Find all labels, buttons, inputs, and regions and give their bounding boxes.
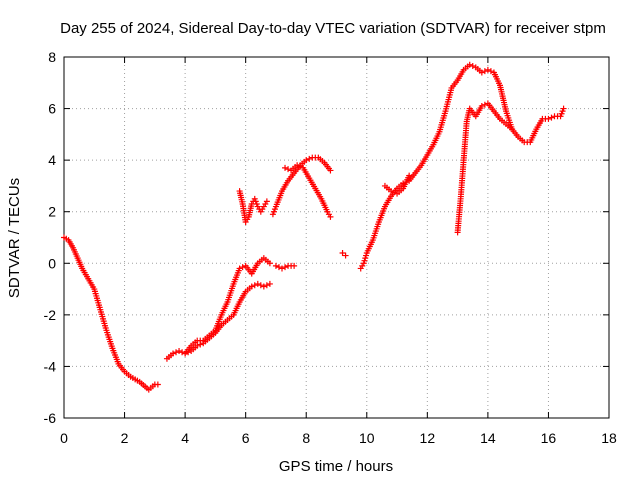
series-segment-3 <box>182 255 273 357</box>
y-tick-label: 2 <box>48 204 56 220</box>
data-point-plus <box>388 188 394 195</box>
data-point-plus <box>481 68 488 75</box>
x-tick-label: 4 <box>181 430 189 446</box>
data-point-plus <box>342 252 349 259</box>
data-point-plus <box>481 101 488 108</box>
plot-area-border <box>63 56 610 419</box>
data-point-plus <box>478 102 485 109</box>
data-point-plus <box>391 189 398 196</box>
y-tick-label: 8 <box>48 49 56 65</box>
x-tick-label: 6 <box>242 430 250 446</box>
data-point-plus <box>285 166 292 173</box>
data-point-plus <box>294 162 301 169</box>
data-point-plus <box>260 283 267 290</box>
data-point-plus <box>466 61 473 68</box>
data-point-plus <box>194 342 201 349</box>
series-segment-7 <box>282 162 334 220</box>
y-tick-label: -6 <box>44 410 57 426</box>
series-segment-5 <box>236 188 270 226</box>
y-axis-label: SDTVAR / TECUs <box>6 178 23 298</box>
data-point-plus <box>339 249 346 256</box>
chart-title: Day 255 of 2024, Sidereal Day-to-day VTE… <box>60 20 606 37</box>
data-points <box>61 61 567 393</box>
series-segment-4 <box>272 262 298 272</box>
data-point-plus <box>266 260 273 267</box>
data-point-plus <box>170 350 176 357</box>
data-point-plus <box>291 262 298 269</box>
x-tick-label: 0 <box>60 430 68 446</box>
x-tick-label: 8 <box>302 430 310 446</box>
y-tick-label: 6 <box>48 101 56 117</box>
data-point-plus <box>297 163 304 170</box>
series-segment-6 <box>269 154 334 218</box>
series-segment-1 <box>61 234 161 393</box>
data-point-plus <box>487 68 494 75</box>
data-point-plus <box>545 115 552 122</box>
data-point-plus <box>478 69 485 76</box>
data-point-plus <box>484 66 491 73</box>
data-point-plus <box>327 167 334 174</box>
data-point-plus <box>248 283 255 290</box>
data-point-plus <box>279 265 285 272</box>
data-point-plus <box>548 114 555 121</box>
x-tick-label: 14 <box>480 430 496 446</box>
data-point-plus <box>254 280 261 287</box>
data-point-plus <box>327 213 334 220</box>
data-point-plus <box>173 349 180 356</box>
data-point-plus <box>275 264 282 271</box>
data-point-plus <box>239 264 246 271</box>
series-segment-8 <box>339 249 349 259</box>
series-segment-11 <box>454 100 516 236</box>
data-point-plus <box>266 280 273 287</box>
data-point-plus <box>469 63 476 70</box>
x-tick-label: 12 <box>420 430 436 446</box>
data-point-plus <box>509 126 516 133</box>
data-point-plus <box>282 264 289 271</box>
x-tick-label: 10 <box>359 430 375 446</box>
y-tick-label: -4 <box>44 358 57 374</box>
data-point-plus <box>263 198 270 205</box>
y-tick-label: -2 <box>44 307 57 323</box>
data-point-plus <box>560 105 567 112</box>
y-tick-label: 0 <box>48 255 56 271</box>
y-axis-ticks: -6 -4 -2 0 2 4 6 8 <box>44 49 609 426</box>
data-point-plus <box>303 157 310 164</box>
data-point-plus <box>257 282 264 289</box>
x-tick-label: 2 <box>121 430 129 446</box>
data-point-plus <box>251 282 258 289</box>
x-tick-label: 16 <box>541 430 557 446</box>
x-axis-label: GPS time / hours <box>279 458 393 475</box>
x-tick-label: 18 <box>601 430 617 446</box>
data-point-plus <box>236 265 243 272</box>
data-point-plus <box>272 262 279 269</box>
data-point-plus <box>179 349 186 356</box>
gridlines <box>64 57 609 418</box>
data-point-plus <box>282 164 289 171</box>
x-axis-ticks: 0 2 4 6 8 10 12 14 16 18 <box>60 57 617 446</box>
series-segment-10 <box>381 172 413 197</box>
data-point-plus <box>176 347 183 354</box>
data-point-plus <box>263 282 270 289</box>
y-tick-label: 4 <box>48 152 56 168</box>
data-point-plus <box>154 381 161 388</box>
data-point-plus <box>306 155 313 162</box>
data-point-plus <box>406 172 413 179</box>
